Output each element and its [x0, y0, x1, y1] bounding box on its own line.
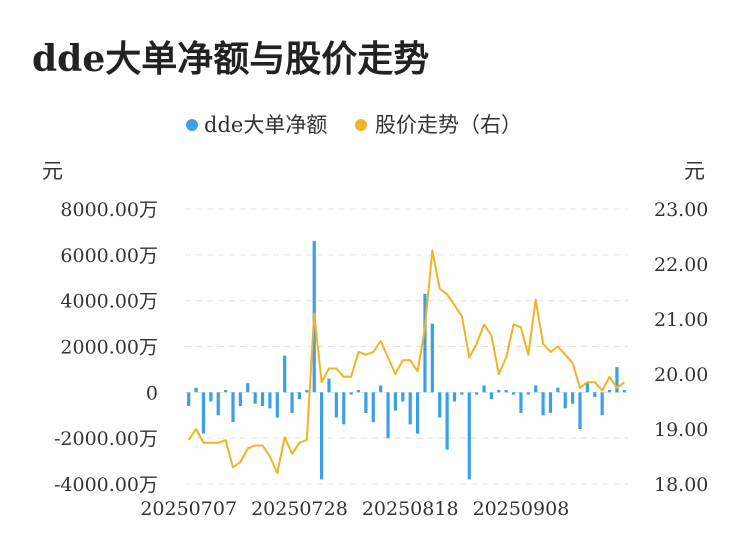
legend-dot-bar — [186, 119, 198, 131]
bar — [334, 392, 338, 418]
legend-label-price: 股价走势（右） — [375, 113, 522, 137]
bar — [482, 385, 486, 393]
bar — [578, 392, 582, 429]
bar — [600, 392, 604, 416]
bar — [460, 392, 464, 395]
bar — [548, 392, 553, 413]
left-tick-label: 2000.00万 — [60, 337, 158, 359]
right-axis: 23.00 22.00 21.00 20.00 19.00 18.00 — [654, 199, 708, 496]
bar — [238, 392, 242, 407]
bar — [452, 392, 457, 402]
bar — [283, 355, 287, 393]
bar — [585, 383, 589, 393]
right-tick-label: 20.00 — [654, 364, 708, 386]
right-tick-label: 23.00 — [654, 199, 708, 221]
bar — [187, 392, 191, 407]
bar — [356, 390, 361, 393]
bar — [194, 387, 198, 393]
legend-dot-line — [355, 119, 367, 131]
x-tick-label: 20250707 — [140, 498, 237, 520]
bar — [541, 392, 545, 416]
right-tick-label: 21.00 — [654, 309, 708, 331]
x-axis: 20250707 20250728 20250818 20250908 — [140, 498, 569, 520]
right-tick-label: 19.00 — [654, 419, 708, 441]
bar — [519, 392, 523, 413]
bar — [593, 392, 597, 397]
left-tick-label: -4000.00万 — [54, 474, 158, 496]
bar — [445, 392, 449, 450]
bar — [489, 392, 494, 400]
right-axis-unit: 元 — [684, 159, 705, 183]
price-line — [187, 249, 625, 474]
bar — [430, 323, 434, 393]
bar — [379, 385, 383, 393]
right-tick-label: 22.00 — [654, 254, 708, 276]
bar — [526, 392, 530, 395]
bar — [467, 392, 471, 480]
bar — [415, 392, 420, 434]
left-tick-label: 6000.00万 — [60, 245, 158, 267]
bar — [275, 392, 279, 418]
left-tick-label: 4000.00万 — [60, 291, 158, 313]
bar — [260, 392, 265, 407]
bar — [371, 392, 375, 423]
bar — [386, 392, 390, 439]
bar — [268, 392, 272, 409]
bar — [556, 387, 560, 393]
right-tick-label: 18.00 — [654, 474, 708, 496]
bar — [246, 383, 250, 393]
bar — [224, 390, 228, 393]
bar — [342, 392, 346, 425]
left-axis: 8000.00万 6000.00万 4000.00万 2000.00万 0 -2000.0… — [54, 199, 158, 496]
bar — [534, 385, 538, 393]
left-tick-label: 8000.00万 — [60, 199, 158, 221]
bar — [253, 392, 257, 404]
bar — [408, 392, 412, 425]
bar — [231, 392, 235, 423]
left-tick-label: 0 — [146, 382, 158, 404]
x-tick-label: 20250728 — [251, 498, 348, 520]
x-tick-label: 20250908 — [473, 498, 570, 520]
bar — [201, 392, 206, 434]
legend-label-dde: dde大单净额 — [204, 113, 327, 137]
bar — [497, 390, 501, 393]
bar — [349, 392, 353, 395]
bar — [563, 392, 567, 409]
bar — [423, 293, 427, 393]
bar — [297, 392, 302, 400]
bar — [607, 390, 612, 393]
bar — [622, 390, 626, 393]
bar — [216, 392, 220, 416]
bar — [438, 392, 442, 418]
left-axis-unit: 元 — [42, 159, 63, 183]
bar — [475, 392, 479, 395]
bar — [305, 390, 309, 393]
gridlines — [185, 208, 628, 485]
bar — [290, 392, 294, 413]
bar — [511, 392, 516, 395]
bar — [615, 367, 619, 393]
x-tick-label: 20250818 — [362, 498, 459, 520]
bar — [393, 392, 398, 411]
left-tick-label: -2000.00万 — [54, 428, 158, 450]
bar — [364, 392, 368, 413]
bar — [401, 392, 405, 402]
legend: dde大单净额 股价走势（右） — [186, 113, 522, 137]
bar — [319, 392, 324, 480]
page-title: dde大单净额与股价走势 — [32, 38, 430, 80]
bar — [209, 392, 213, 402]
line-series — [187, 249, 625, 474]
bar — [504, 390, 508, 393]
bar — [327, 378, 331, 393]
bar — [571, 392, 575, 404]
